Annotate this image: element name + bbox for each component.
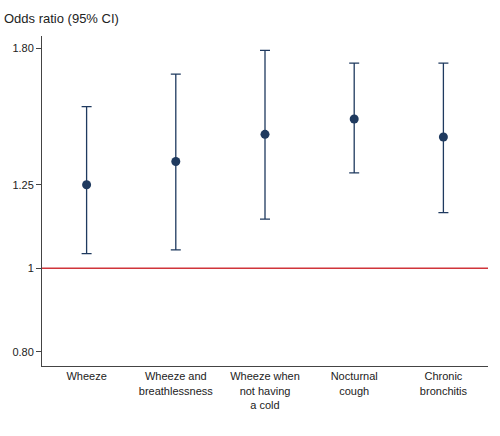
svg-text:1: 1 (28, 262, 34, 274)
svg-text:0.80: 0.80 (12, 346, 33, 358)
svg-text:1.80: 1.80 (12, 42, 33, 54)
svg-text:Odds ratio (95% CI): Odds ratio (95% CI) (4, 11, 119, 26)
svg-text:Wheeze whennot havinga cold: Wheeze whennot havinga cold (230, 370, 300, 411)
svg-text:Wheeze andbreathlessness: Wheeze andbreathlessness (139, 370, 213, 396)
svg-text:Wheeze: Wheeze (66, 370, 106, 382)
svg-text:1.25: 1.25 (12, 179, 33, 191)
svg-text:Chronicbronchitis: Chronicbronchitis (420, 370, 468, 396)
svg-text:Nocturnalcough: Nocturnalcough (331, 370, 378, 396)
